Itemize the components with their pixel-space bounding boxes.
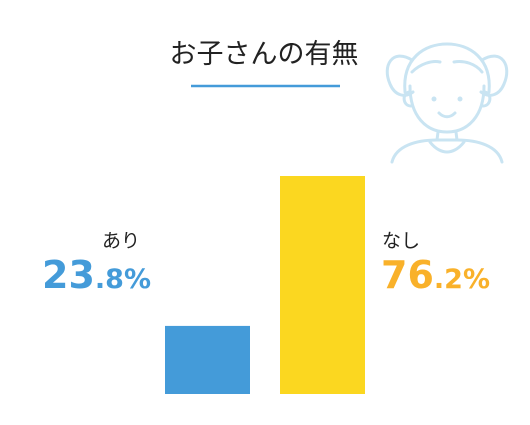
bar-ari [165,325,250,394]
value-label-nashi: 76.2% [381,253,490,297]
bars [165,176,365,394]
category-label-nashi: なし [382,230,420,252]
chart-title: お子さんの有無 [170,39,359,70]
girl-with-pigtails-icon [385,42,509,164]
bar-nashi [280,176,365,394]
value-label-ari: 23.8% [42,253,151,297]
category-label-ari: あり [102,230,140,252]
